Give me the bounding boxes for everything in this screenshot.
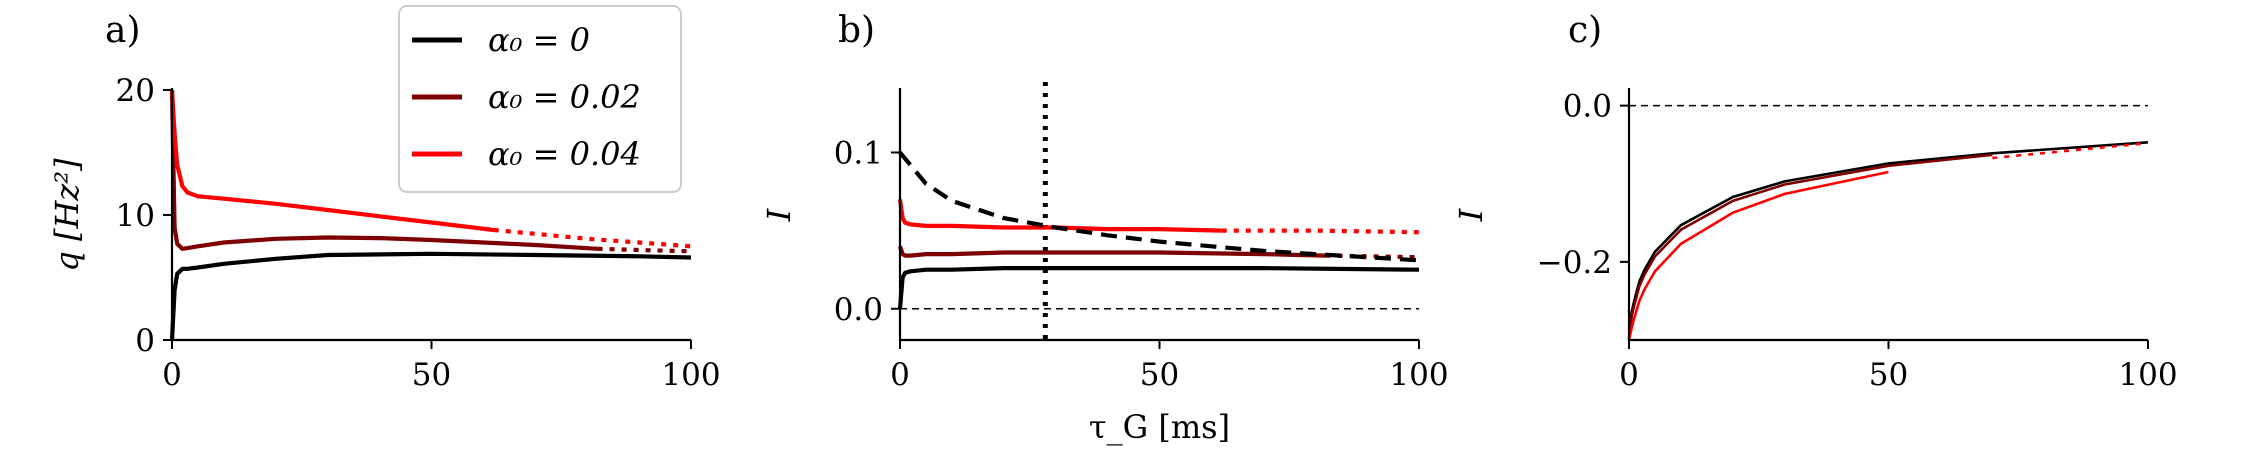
y-axis-label: q [Hz²] [48, 158, 86, 272]
series-line [898, 245, 1326, 258]
y-axis-label: I [1452, 207, 1490, 222]
series-line [1627, 153, 1993, 341]
panel-c: c) 0 50 100 −0.2 0.0 I [1452, 10, 2178, 393]
y-tick-label: 0.0 [1563, 89, 1612, 125]
series-line-dotted [1221, 228, 1420, 235]
series-line-dotted [597, 246, 692, 254]
panel-letter: a) [105, 10, 141, 51]
legend: α₀ = 0 α₀ = 0.02 α₀ = 0.04 [398, 5, 682, 193]
x-tick-label: 0 [890, 357, 910, 393]
legend-box [398, 5, 682, 193]
series-line [897, 199, 1222, 233]
y-tick-label: 20 [116, 73, 155, 109]
panel-letter: c) [1568, 10, 1602, 51]
series-line-dotted [493, 227, 692, 249]
series-line-dotted [1325, 253, 1420, 260]
series-line [897, 266, 1420, 309]
y-tick-label: 0 [135, 323, 155, 359]
series-line [169, 251, 692, 341]
x-tick-label: 100 [661, 357, 720, 393]
x-tick-label: 100 [1389, 357, 1448, 393]
x-tick-label: 50 [1140, 357, 1179, 393]
dashed-curve [898, 151, 1420, 263]
y-tick-label: 0.0 [834, 292, 883, 328]
y-axis-label: I [760, 207, 798, 222]
legend-label: α₀ = 0 [488, 21, 590, 59]
series-line [1627, 141, 2149, 341]
panel-b: b) 0 50 100 0.0 0.1 Iτ_G [ms] [760, 10, 1449, 446]
x-tick-label: 50 [1869, 357, 1908, 393]
legend-label: α₀ = 0.02 [488, 78, 641, 116]
series-line [1627, 170, 1889, 341]
x-tick-label: 100 [2118, 357, 2177, 393]
x-tick-label: 0 [162, 357, 182, 393]
x-tick-label: 50 [412, 357, 451, 393]
y-tick-label: −0.2 [1537, 245, 1612, 281]
legend-label: α₀ = 0.04 [488, 135, 641, 173]
x-tick-label: 0 [1619, 357, 1639, 393]
panel-letter: b) [838, 10, 875, 51]
x-axis-label: τ_G [ms] [1089, 408, 1230, 446]
series-line-dotted [1992, 141, 2149, 160]
y-tick-label: 0.1 [834, 136, 883, 172]
series-line [169, 89, 495, 233]
series-line [169, 89, 598, 251]
y-tick-label: 10 [116, 198, 155, 234]
